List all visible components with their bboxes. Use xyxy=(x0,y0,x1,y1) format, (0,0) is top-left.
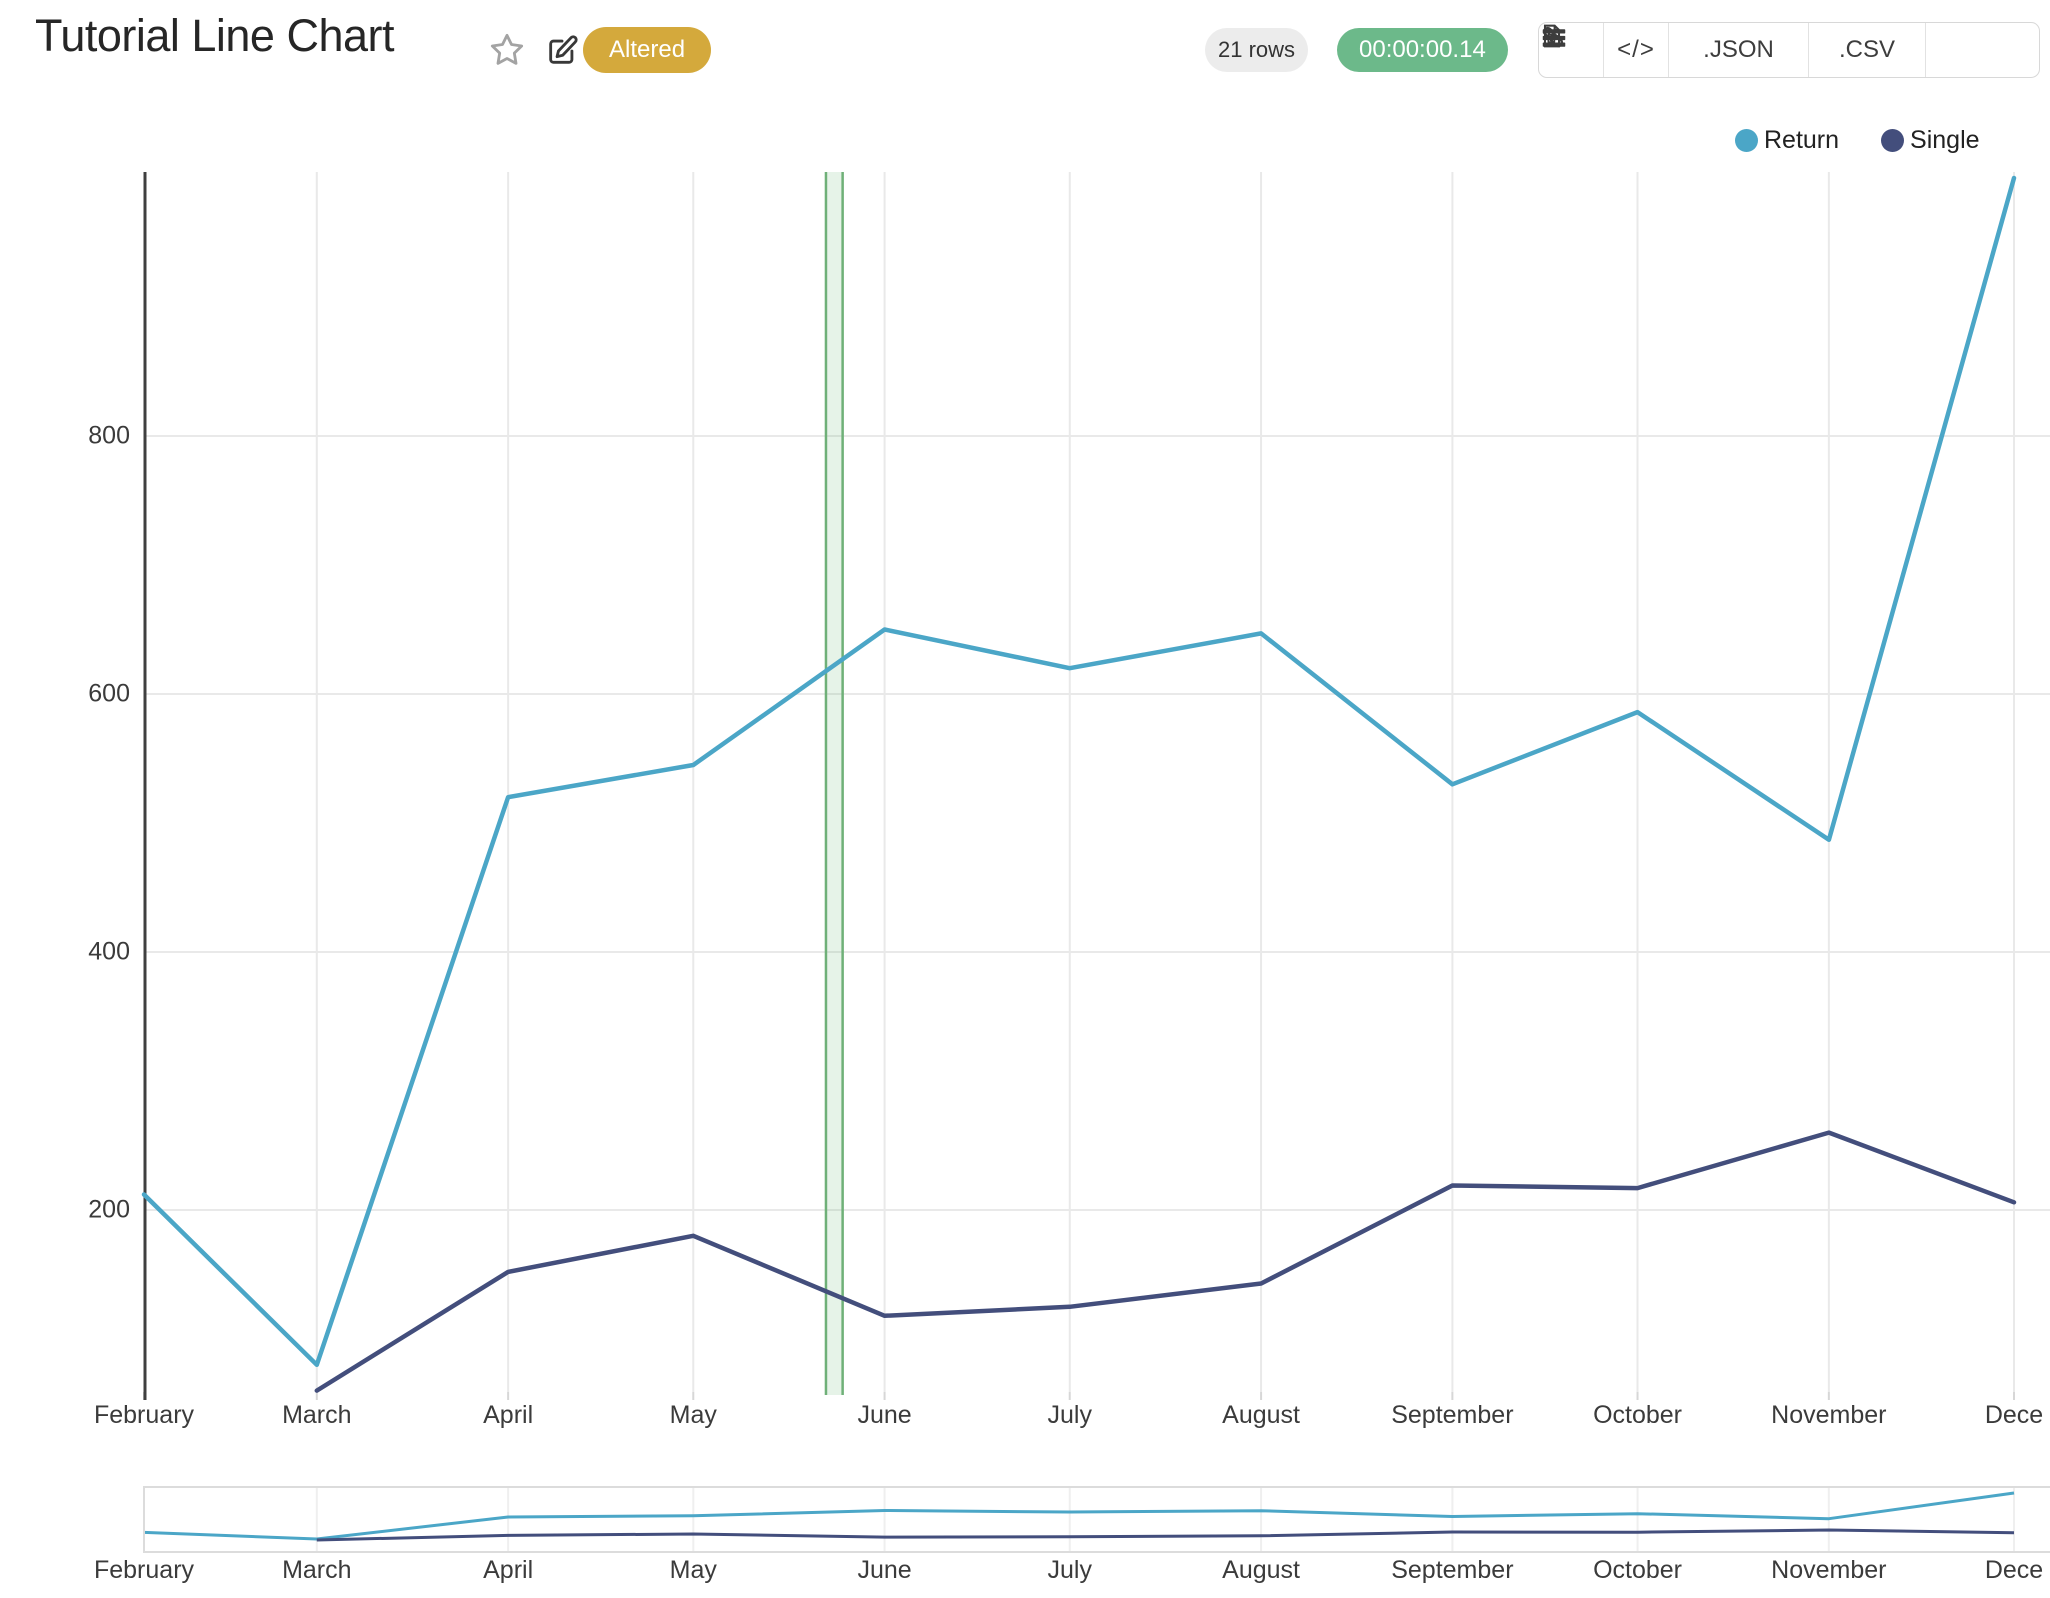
y-tick-label: 800 xyxy=(88,421,130,450)
query-duration-badge: 00:00:00.14 xyxy=(1337,28,1508,72)
y-tick-label: 200 xyxy=(88,1195,130,1224)
slider-tick-label: April xyxy=(483,1556,534,1584)
slider-tick-label: May xyxy=(669,1556,717,1584)
single-series-dot xyxy=(1881,129,1905,152)
x-tick-label: April xyxy=(483,1401,534,1429)
legend-label: Return xyxy=(1764,126,1840,154)
x-tick-label: March xyxy=(282,1401,352,1429)
slider-tick-label: March xyxy=(282,1556,352,1584)
chart-legend: Return Single xyxy=(1735,126,1980,155)
more-options-button[interactable] xyxy=(1542,23,2039,77)
slider-tick-label: February xyxy=(93,1556,195,1584)
x-tick-label: Dece xyxy=(1984,1401,2044,1429)
download-csv-button[interactable]: .CSV xyxy=(1543,23,1925,77)
row-count-badge: 21 rows xyxy=(1205,28,1309,72)
altered-status-badge: Altered xyxy=(583,27,712,73)
slider-tick-label: November xyxy=(1771,1556,1887,1584)
result-toolbar: </> {/} .JSON .CSV xyxy=(1538,22,2040,78)
x-tick-label: August xyxy=(1222,1401,1300,1429)
x-tick-label: November xyxy=(1771,1401,1887,1429)
x-tick-label: June xyxy=(857,1401,912,1429)
slider-tick-label: July xyxy=(1047,1556,1092,1584)
slider-tick-label: August xyxy=(1222,1556,1300,1584)
legend-item-return[interactable]: Return xyxy=(1735,126,1839,155)
edit-name-icon[interactable] xyxy=(545,34,579,68)
x-tick-label: July xyxy=(1047,1401,1092,1429)
embed-code-button[interactable]: </> xyxy=(1604,23,1668,77)
return-series-line xyxy=(141,175,2017,1368)
slider-tick-label: September xyxy=(1391,1556,1514,1584)
legend-item-single[interactable]: Single xyxy=(1881,126,1980,155)
return-slider-line xyxy=(143,1491,2015,1541)
y-tick-label: 400 xyxy=(88,937,130,966)
single-slider-line xyxy=(316,1528,2015,1542)
x-tick-label: October xyxy=(1593,1401,1682,1429)
return-series-dot xyxy=(1735,129,1758,152)
slider-tick-label: October xyxy=(1593,1556,1682,1584)
highlight-band xyxy=(825,172,843,1395)
x-tick-label: September xyxy=(1391,1401,1514,1429)
toolbar-divider xyxy=(1668,23,1669,77)
toolbar-divider xyxy=(1808,23,1809,77)
json-label: .JSON xyxy=(1703,36,1774,63)
code-icon: </> xyxy=(1617,36,1655,63)
page-title: Tutorial Line Chart xyxy=(35,10,395,61)
favorite-star-icon[interactable] xyxy=(487,30,527,70)
toolbar-divider xyxy=(1925,23,1926,77)
slider-tick-label: June xyxy=(857,1556,912,1584)
toolbar-divider xyxy=(1603,23,1604,77)
rangeslider-frame[interactable] xyxy=(143,1486,2050,1553)
hamburger-menu-icon xyxy=(1542,29,1566,47)
download-json-button[interactable]: {/} .JSON xyxy=(1543,23,1808,77)
slider-tick-label: Dece xyxy=(1984,1556,2044,1584)
single-series-line xyxy=(314,1130,2017,1393)
x-tick-label: May xyxy=(669,1401,717,1429)
csv-label: .CSV xyxy=(1838,36,1895,63)
x-tick-label: February xyxy=(93,1401,195,1429)
legend-label: Single xyxy=(1910,126,1980,154)
y-tick-label: 600 xyxy=(88,679,130,708)
